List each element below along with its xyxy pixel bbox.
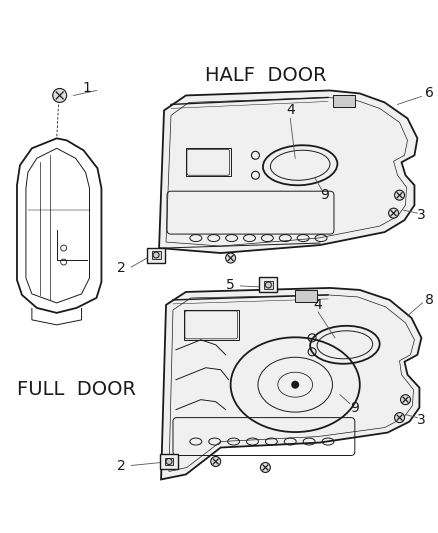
Text: FULL  DOOR: FULL DOOR	[17, 380, 136, 399]
Text: 4: 4	[286, 103, 295, 117]
Circle shape	[395, 413, 405, 423]
Polygon shape	[161, 288, 421, 480]
Circle shape	[211, 456, 221, 466]
Text: 1: 1	[82, 82, 91, 95]
Circle shape	[395, 190, 405, 200]
Text: 6: 6	[425, 86, 434, 100]
Circle shape	[291, 381, 299, 389]
Bar	[186, 148, 231, 176]
Text: 9: 9	[350, 401, 359, 415]
Text: 3: 3	[417, 413, 426, 426]
Text: HALF  DOOR: HALF DOOR	[205, 66, 326, 85]
Text: 4: 4	[314, 298, 322, 312]
Bar	[147, 247, 165, 263]
Text: 8: 8	[425, 293, 434, 307]
Circle shape	[400, 394, 410, 405]
Bar	[184, 310, 239, 340]
Bar	[152, 251, 161, 259]
Text: 2: 2	[117, 459, 126, 473]
Circle shape	[389, 208, 399, 218]
Text: 9: 9	[321, 188, 329, 202]
Bar	[165, 458, 173, 465]
Bar	[259, 278, 277, 293]
Bar	[333, 95, 355, 108]
Circle shape	[226, 253, 236, 263]
Text: 5: 5	[226, 278, 235, 292]
Circle shape	[53, 88, 67, 102]
Polygon shape	[159, 91, 417, 253]
Text: 3: 3	[417, 208, 426, 222]
Bar	[264, 281, 273, 289]
Bar	[160, 454, 178, 469]
Bar	[295, 290, 317, 302]
Text: 2: 2	[117, 261, 126, 275]
Circle shape	[261, 463, 270, 472]
